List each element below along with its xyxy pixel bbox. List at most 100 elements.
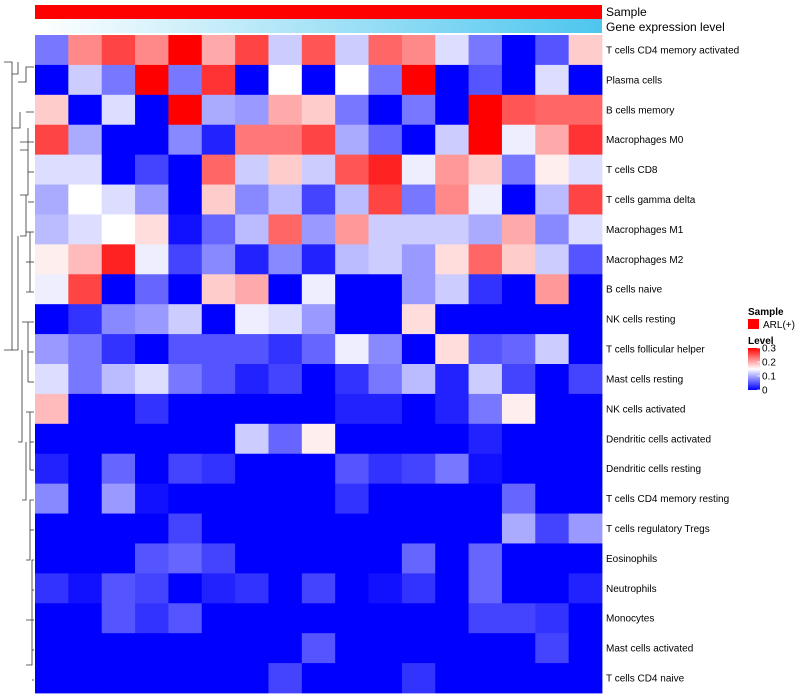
heatmap-cell (68, 154, 103, 185)
heatmap-cell (401, 423, 436, 455)
heatmap-cell (135, 154, 169, 185)
gene-expression-annotation-bar (35, 19, 602, 33)
heatmap-cell (35, 513, 69, 544)
row-label: Macrophages M0 (606, 135, 684, 146)
row-label: B cells naive (606, 285, 663, 296)
heatmap-cell (235, 364, 269, 395)
heatmap-cell (368, 633, 403, 664)
heatmap-cell (268, 663, 303, 694)
heatmap-cell (235, 513, 269, 544)
heatmap-cell (101, 94, 136, 126)
heatmap-cell (301, 603, 336, 634)
heatmap-cell (235, 423, 269, 455)
heatmap-cell (535, 543, 570, 574)
heatmap-cell (568, 124, 603, 156)
gene-expression-annotation-label: Gene expression level (606, 20, 725, 34)
heatmap-cell (535, 124, 570, 156)
row-label: Mast cells resting (606, 374, 683, 385)
heatmap-cell (368, 124, 403, 156)
heatmap-cell (135, 244, 169, 275)
heatmap-cell (335, 393, 369, 425)
heatmap-cell (501, 94, 536, 126)
heatmap-cell (135, 124, 169, 156)
heatmap-cell (268, 214, 303, 245)
heatmap-cell (535, 214, 570, 245)
heatmap-cell (368, 663, 403, 694)
heatmap-cell (168, 214, 203, 245)
heatmap-cell (301, 393, 336, 425)
heatmap-cell (135, 334, 169, 365)
heatmap-cell (35, 423, 69, 455)
heatmap-cell (435, 214, 469, 245)
heatmap-cell (68, 35, 103, 66)
legend-sample-title: Sample (748, 307, 784, 318)
heatmap-cell (535, 393, 570, 425)
heatmap-cell (368, 423, 403, 455)
heatmap-cell (68, 244, 103, 275)
heatmap-cell (235, 453, 269, 485)
heatmap-cell (135, 573, 169, 604)
heatmap-cell (401, 663, 436, 694)
heatmap-cell (101, 304, 136, 335)
heatmap-cell (335, 334, 369, 365)
heatmap-cell (268, 184, 303, 215)
heatmap-cell (235, 633, 269, 664)
heatmap-cell (435, 244, 469, 275)
legend-sample-swatch (748, 319, 759, 329)
heatmap-cell (468, 214, 503, 245)
heatmap-cell (568, 603, 603, 634)
heatmap-cell (568, 633, 603, 664)
heatmap-cells (35, 35, 603, 694)
row-label: T cells CD8 (606, 165, 658, 176)
heatmap-cell (501, 663, 536, 694)
heatmap-cell (201, 364, 236, 395)
heatmap-cell (68, 364, 103, 395)
heatmap-cell (501, 334, 536, 365)
heatmap-cell (35, 543, 69, 574)
row-label: NK cells activated (606, 404, 685, 415)
heatmap-cell (201, 573, 236, 604)
row-label: T cells CD4 memory resting (606, 494, 729, 505)
heatmap-cell (501, 214, 536, 245)
heatmap-cell (468, 393, 503, 425)
heatmap-cell (335, 184, 369, 215)
heatmap-cell (501, 304, 536, 335)
heatmap-cell (301, 483, 336, 514)
heatmap-cell (68, 513, 103, 544)
heatmap-cell (35, 304, 69, 335)
heatmap-cell (235, 35, 269, 66)
row-labels: T cells CD4 memory activated Plasma cells… (606, 45, 739, 684)
heatmap-cell (135, 364, 169, 395)
heatmap-cell (335, 633, 369, 664)
heatmap-cell (301, 543, 336, 574)
heatmap-cell (268, 513, 303, 544)
heatmap-cell (168, 184, 203, 215)
heatmap-cell (401, 393, 436, 425)
heatmap-cell (201, 214, 236, 245)
heatmap-cell (368, 483, 403, 514)
heatmap-cell (468, 423, 503, 455)
heatmap-cell (335, 603, 369, 634)
heatmap-cell (101, 364, 136, 395)
row-label: Plasma cells (606, 75, 662, 86)
heatmap-cell (268, 603, 303, 634)
heatmap-cell (301, 304, 336, 335)
heatmap-cell (435, 633, 469, 664)
heatmap-cell (535, 64, 570, 96)
heatmap-cell (135, 214, 169, 245)
heatmap-cell (101, 35, 136, 66)
heatmap-cell (501, 244, 536, 275)
heatmap-cell (235, 304, 269, 335)
heatmap-cell (35, 154, 69, 185)
row-label: T cells gamma delta (606, 195, 696, 206)
heatmap-cell (168, 423, 203, 455)
row-label: Eosinophils (606, 554, 657, 565)
heatmap-cell (135, 35, 169, 66)
heatmap-cell (268, 35, 303, 66)
heatmap-cell (401, 244, 436, 275)
heatmap-cell (535, 663, 570, 694)
heatmap-cell (335, 663, 369, 694)
heatmap-cell (568, 453, 603, 485)
heatmap-cell (401, 573, 436, 604)
heatmap-cell (535, 364, 570, 395)
